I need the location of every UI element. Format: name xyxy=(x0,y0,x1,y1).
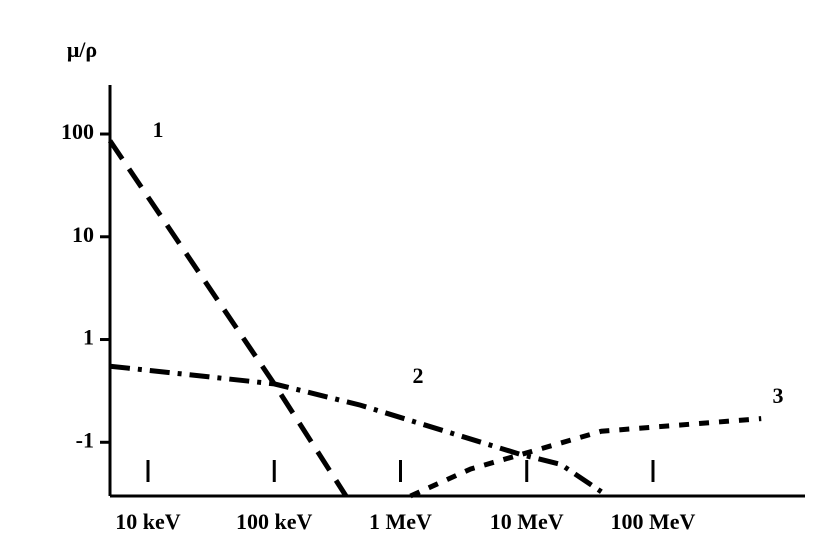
data-line xyxy=(109,363,603,494)
y-axis-label: μ/ρ xyxy=(67,37,97,62)
x-tick-label: 10 MeV xyxy=(490,509,564,534)
series-label: 2 xyxy=(413,363,424,388)
data-line xyxy=(107,139,349,498)
y-tick-label: 100 xyxy=(61,119,94,144)
x-tick-label: 100 MeV xyxy=(611,509,696,534)
y-tick-label: -1 xyxy=(76,427,94,452)
x-tick-label: 1 MeV xyxy=(369,509,432,534)
y-tick-label: 10 xyxy=(72,222,94,247)
x-tick-label: 10 keV xyxy=(115,509,181,534)
x-tick-label: 100 keV xyxy=(236,509,313,534)
series-label: 1 xyxy=(153,117,164,142)
series-label: 3 xyxy=(773,383,784,408)
data-line xyxy=(409,416,762,499)
y-tick-label: 1 xyxy=(83,325,94,350)
